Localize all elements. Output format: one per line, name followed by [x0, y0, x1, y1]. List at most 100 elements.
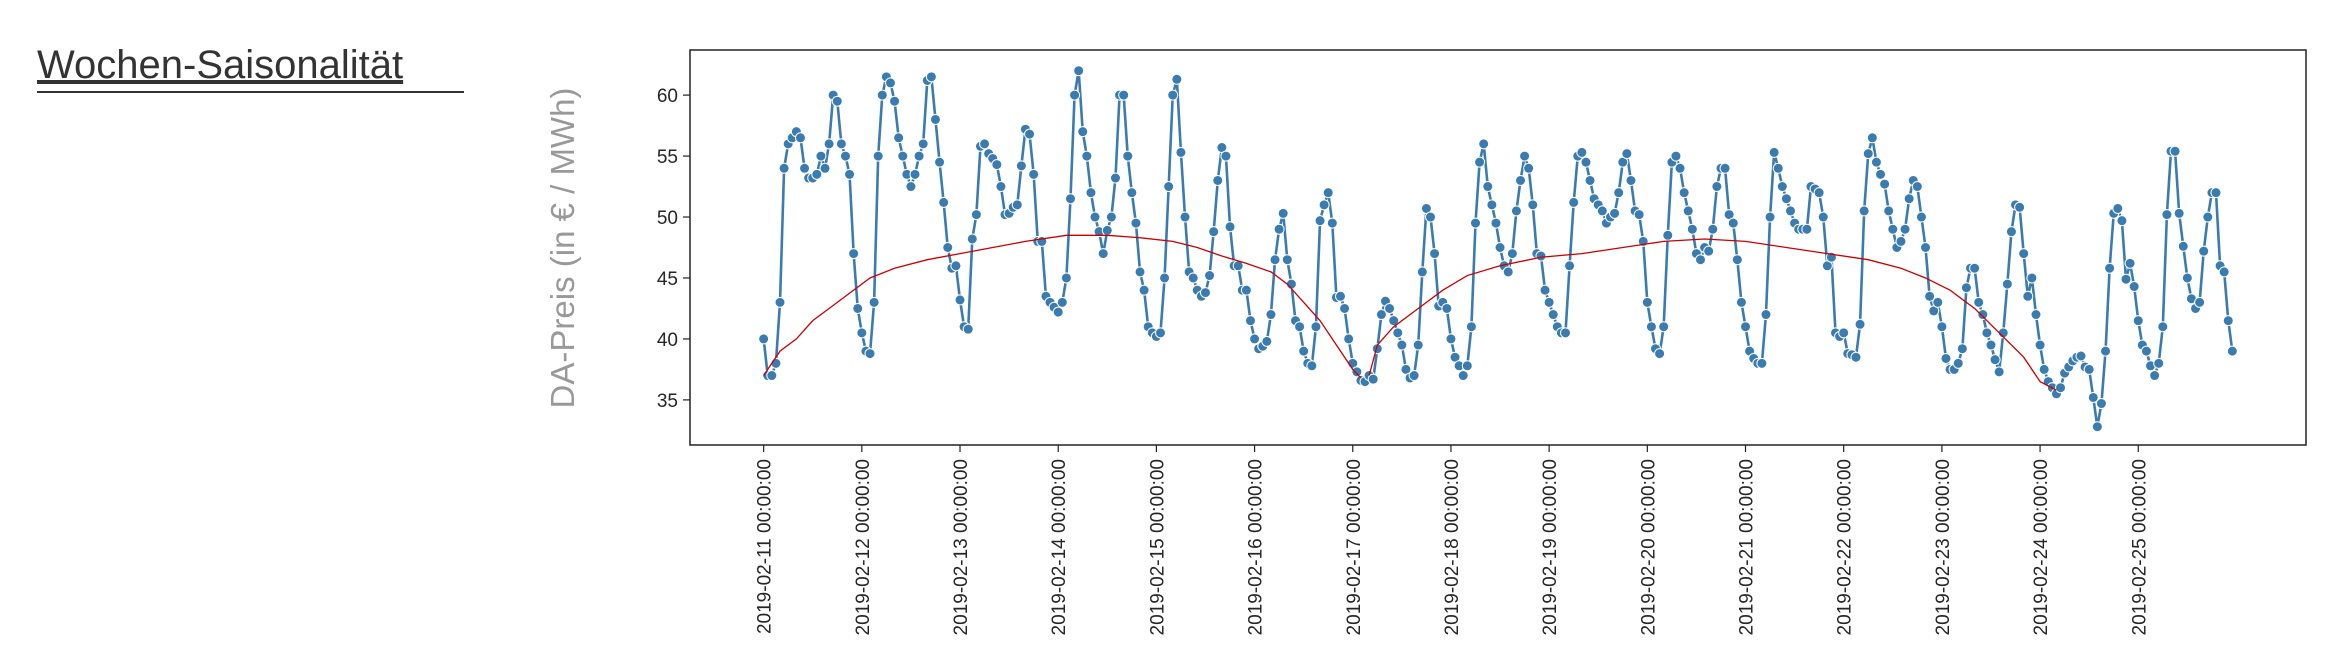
data-point — [1560, 327, 1572, 339]
data-point — [1478, 138, 1490, 150]
data-point — [1760, 309, 1772, 321]
data-point — [1085, 187, 1097, 199]
y-axis-label: DA-Preis (in € / MWh) — [544, 88, 581, 409]
data-point — [839, 150, 851, 162]
data-point — [1920, 242, 1932, 253]
data-point — [1326, 217, 1338, 229]
x-tick-label: 2019-02-23 00:00:00 — [1933, 459, 1954, 635]
data-point — [1474, 156, 1486, 168]
data-point — [1780, 193, 1792, 205]
data-point — [1015, 160, 1027, 172]
data-point — [991, 159, 1003, 171]
data-point — [1899, 223, 1911, 235]
data-point — [1776, 181, 1788, 193]
data-point — [1265, 309, 1277, 321]
data-point — [1515, 174, 1527, 186]
data-point — [1167, 89, 1179, 101]
data-point — [2124, 257, 2136, 269]
data-point — [1064, 193, 1076, 205]
x-tick-label: 2019-02-12 00:00:00 — [853, 459, 874, 635]
x-tick-label: 2019-02-15 00:00:00 — [1147, 459, 1168, 635]
data-point — [794, 132, 806, 144]
data-point — [1703, 245, 1715, 257]
data-point — [1486, 199, 1498, 211]
data-point — [1482, 181, 1494, 193]
data-point — [1028, 168, 1040, 180]
x-tick-label: 2019-02-22 00:00:00 — [1835, 459, 1856, 635]
x-tick-label: 2019-02-18 00:00:00 — [1442, 459, 1463, 635]
data-point — [2038, 363, 2050, 375]
data-point — [1371, 343, 1383, 355]
data-point — [1502, 266, 1514, 278]
data-point — [2218, 266, 2230, 278]
data-point — [1212, 174, 1224, 186]
x-tick-label: 2019-02-24 00:00:00 — [2031, 459, 2052, 635]
data-point — [2149, 370, 2161, 382]
data-point — [1077, 126, 1089, 138]
data-point — [1457, 370, 1469, 382]
data-point — [2018, 248, 2030, 260]
data-point — [868, 296, 880, 308]
data-point — [774, 296, 786, 308]
data-point — [1469, 217, 1481, 229]
data-point — [909, 168, 921, 180]
data-point — [811, 168, 823, 180]
data-point — [1883, 205, 1895, 217]
data-point — [1584, 174, 1596, 186]
data-point — [1707, 223, 1719, 235]
data-point — [1240, 284, 1252, 296]
data-point — [1682, 205, 1694, 217]
data-point — [2173, 207, 2185, 219]
data-point — [893, 132, 905, 144]
data-point — [1138, 284, 1150, 296]
data-point — [1633, 209, 1645, 221]
data-point — [2075, 350, 2087, 362]
data-point — [1179, 211, 1191, 223]
data-point — [1322, 187, 1334, 199]
y-tick-label: 50 — [657, 208, 678, 229]
data-point — [1097, 248, 1109, 260]
data-point — [1281, 254, 1293, 266]
data-point — [844, 168, 856, 180]
data-point — [1539, 284, 1551, 296]
data-point — [1727, 217, 1739, 229]
data-point — [1089, 211, 1101, 223]
data-point — [1641, 296, 1653, 308]
data-point — [1163, 181, 1175, 193]
data-point — [758, 333, 770, 345]
data-point — [1870, 156, 1882, 168]
data-point — [1523, 162, 1535, 174]
data-point — [897, 150, 909, 162]
data-point — [1695, 254, 1707, 266]
data-point — [1277, 207, 1289, 219]
data-point — [1719, 162, 1731, 174]
data-point — [1817, 211, 1829, 223]
data-point — [1527, 199, 1539, 211]
data-point — [1936, 321, 1948, 333]
data-point — [2030, 309, 2042, 321]
data-point — [1465, 321, 1477, 333]
data-point — [1662, 229, 1674, 241]
data-point — [1854, 318, 1866, 330]
data-point — [1318, 199, 1330, 211]
data-point — [1429, 248, 1441, 260]
data-point — [852, 302, 864, 314]
data-point — [1969, 262, 1981, 274]
data-point — [2153, 357, 2165, 369]
data-point — [1396, 339, 1408, 351]
data-point — [1306, 360, 1318, 372]
data-point — [876, 89, 888, 101]
data-point — [1154, 327, 1166, 339]
data-point — [799, 162, 811, 174]
data-point — [2169, 145, 2181, 157]
data-point — [1956, 343, 1968, 355]
data-point — [1126, 187, 1138, 199]
data-point — [1519, 150, 1531, 162]
data-point — [1887, 223, 1899, 235]
data-point — [938, 196, 950, 208]
data-point — [1199, 287, 1211, 299]
x-tick-label: 2019-02-11 00:00:00 — [755, 459, 776, 634]
y-tick-label: 45 — [657, 269, 678, 290]
data-point — [1109, 172, 1121, 184]
data-point — [1654, 348, 1666, 360]
